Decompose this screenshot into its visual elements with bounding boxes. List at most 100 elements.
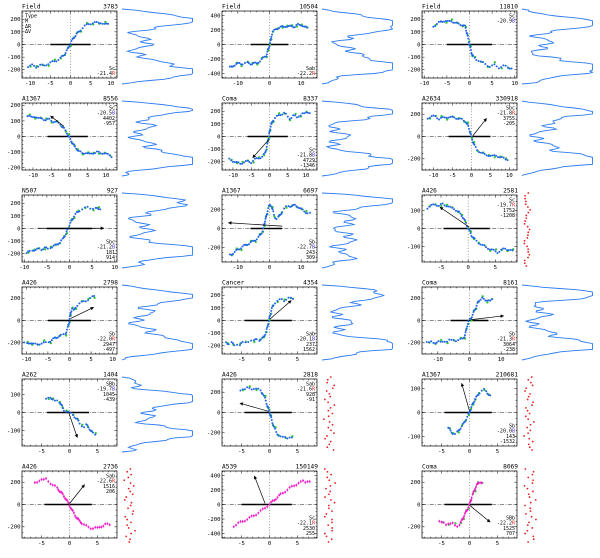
velocity-profile-trace xyxy=(321,100,393,177)
panel-title: A426 xyxy=(22,280,37,287)
panel-Coma-8161: Coma 8161 -10 0 10 -200 0 200 Sb -21.3R 3064 -238 xyxy=(400,278,600,370)
svg-text:-439: -439 xyxy=(103,397,115,403)
rotation-direction-arrow xyxy=(469,504,491,523)
velocity-profile-dots xyxy=(322,376,336,451)
svg-text:-100: -100 xyxy=(7,429,20,435)
svg-text:100: 100 xyxy=(410,208,420,214)
svg-text:-100: -100 xyxy=(7,239,20,245)
svg-text:10: 10 xyxy=(111,265,118,271)
svg-text:-10: -10 xyxy=(428,173,438,179)
svg-text:0: 0 xyxy=(217,318,220,324)
svg-text:-10: -10 xyxy=(419,81,429,87)
svg-text:10: 10 xyxy=(103,173,110,179)
svg-text:Type: Type xyxy=(25,14,37,20)
panel-id: 2736 xyxy=(103,464,118,471)
svg-text:-5: -5 xyxy=(438,449,445,455)
rotation-curve-plot: Field 10504 -10 0 10 -400 -200 0 200 400 Sab-22.2R xyxy=(207,4,394,87)
svg-text:-10: -10 xyxy=(25,81,35,87)
svg-text:10: 10 xyxy=(298,81,305,87)
rotation-curve xyxy=(27,20,110,69)
svg-text:Sbc: Sbc xyxy=(106,239,115,245)
svg-text:914: 914 xyxy=(106,255,115,261)
panel-A1367-8556: A1367 8556 -10 -5 0 5 10 -200 -100 0 100 200 Sc -20.5… xyxy=(0,94,200,186)
svg-text:-10: -10 xyxy=(21,357,31,363)
svg-text:200: 200 xyxy=(10,480,20,486)
rotation-direction-arrow xyxy=(439,206,470,228)
svg-text:-10: -10 xyxy=(28,173,38,179)
svg-text:0: 0 xyxy=(468,81,471,87)
velocity-profile-trace xyxy=(121,8,193,85)
svg-text:400: 400 xyxy=(210,473,220,479)
svg-text:2530: 2530 xyxy=(303,526,315,532)
svg-text:0: 0 xyxy=(68,541,71,547)
svg-text:0: 0 xyxy=(17,134,20,140)
velocity-profile-dots xyxy=(523,468,537,543)
svg-text:4729: 4729 xyxy=(303,158,315,164)
panel-title: Field xyxy=(222,4,241,11)
velocity-profile-trace xyxy=(321,192,393,269)
svg-text:10: 10 xyxy=(108,81,115,87)
rotation-direction-arrow xyxy=(269,300,292,320)
panel-id: 4354 xyxy=(303,280,318,287)
panel-title: A1367 xyxy=(222,188,241,195)
svg-text:-200: -200 xyxy=(407,341,420,347)
svg-text:5: 5 xyxy=(296,449,299,455)
svg-text:-21.2B: -21.2B xyxy=(97,245,115,251)
panel-A1367-210681: A1367 210681 -5 0 5 -100 0 100 Sb -20.0B 143 -1532 xyxy=(400,370,600,462)
rotation-curve xyxy=(23,294,96,346)
svg-text:0: 0 xyxy=(268,265,271,271)
svg-text:-400: -400 xyxy=(207,532,220,538)
svg-text:0: 0 xyxy=(417,502,420,508)
svg-text:-22.7B: -22.7B xyxy=(297,245,315,251)
rotation-curve xyxy=(438,480,484,529)
panel-title: Coma xyxy=(422,280,437,287)
rotation-curve xyxy=(426,114,509,162)
svg-text:5: 5 xyxy=(489,173,492,179)
velocity-profile-trace xyxy=(121,376,193,453)
rotation-direction-arrow xyxy=(68,413,78,438)
svg-text:-200: -200 xyxy=(7,252,20,258)
svg-text:5: 5 xyxy=(496,541,499,547)
svg-text:-20.9B: -20.9B xyxy=(497,19,515,25)
svg-text:-5: -5 xyxy=(48,173,55,179)
svg-text:-200: -200 xyxy=(7,166,20,172)
rotation-direction-arrow xyxy=(252,139,270,158)
svg-text:-22.1R: -22.1R xyxy=(297,521,316,527)
svg-text:0: 0 xyxy=(417,134,420,140)
panel-title: Coma xyxy=(222,96,237,103)
svg-text:-957: -957 xyxy=(103,121,115,127)
velocity-profile-trace xyxy=(121,100,193,177)
rotation-curve xyxy=(33,476,111,531)
svg-text:-200: -200 xyxy=(207,57,220,63)
svg-text:0: 0 xyxy=(417,226,420,232)
panel-id: 927 xyxy=(107,188,118,195)
velocity-profile-trace xyxy=(521,100,593,177)
svg-text:Sc: Sc xyxy=(309,515,315,521)
rotation-curve-plot: A539 150149 -5 0 5 -400 -200 0 200 400 Sc-22.1R253… xyxy=(207,464,337,547)
panel-title: A1367 xyxy=(422,372,441,379)
rotation-curve-plot: Coma 8337 -10 -5 0 5 10 -200 -100 0 100 200 Sc-21.8B… xyxy=(207,96,393,179)
svg-text:-5: -5 xyxy=(44,265,51,271)
svg-text:-5: -5 xyxy=(444,81,451,87)
svg-text:0: 0 xyxy=(470,173,473,179)
panel-id: 1404 xyxy=(103,372,118,379)
svg-text:SBb: SBb xyxy=(506,515,515,521)
velocity-profile-trace xyxy=(521,8,594,85)
svg-text:-5: -5 xyxy=(248,173,255,179)
svg-text:206: 206 xyxy=(106,489,115,495)
panel-Coma-8069: Coma 8069 -5 0 5 -200 0 200 SBb -22.2R 1525 707 xyxy=(400,462,600,554)
svg-text:-21.3R: -21.3R xyxy=(497,337,516,343)
panel-id: 210681 xyxy=(496,372,519,379)
svg-text:-5: -5 xyxy=(449,173,456,179)
svg-text:-21.8B: -21.8B xyxy=(297,153,315,159)
panel-title: N507 xyxy=(22,188,37,195)
svg-text:Sc: Sc xyxy=(109,106,115,112)
velocity-profile-trace xyxy=(121,284,193,361)
svg-text:-100: -100 xyxy=(7,150,20,156)
svg-text:200: 200 xyxy=(210,28,220,34)
